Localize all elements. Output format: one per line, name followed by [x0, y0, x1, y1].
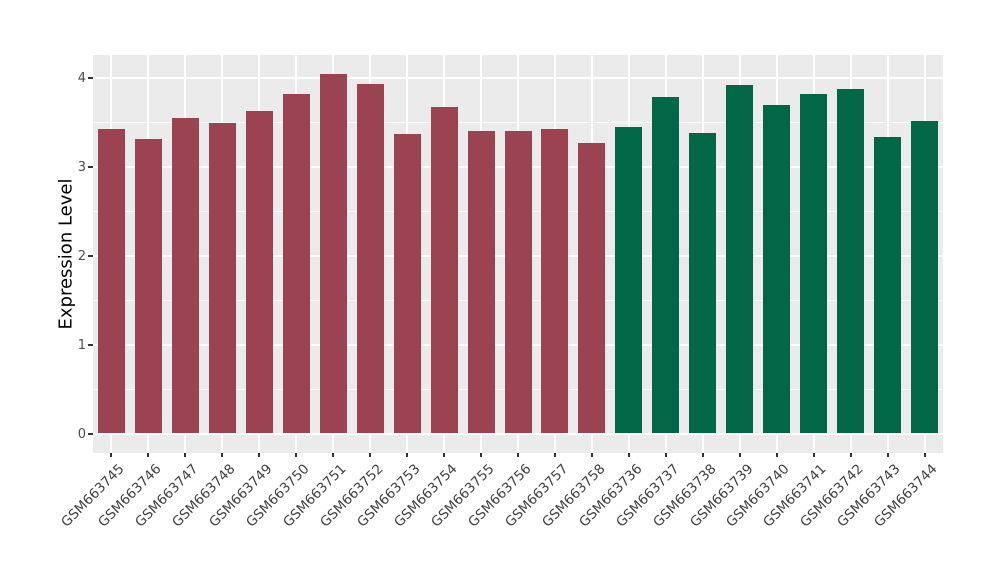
- x-tick-mark: [627, 453, 630, 457]
- bar: [430, 106, 458, 433]
- bar: [245, 111, 273, 433]
- x-tick-mark: [295, 453, 298, 457]
- y-tick-mark: [88, 76, 93, 79]
- y-tick-label: 4: [77, 70, 86, 86]
- x-tick-mark: [553, 453, 556, 457]
- x-tick-mark: [406, 453, 409, 457]
- bar: [97, 129, 125, 433]
- bar: [356, 83, 384, 433]
- y-tick-mark: [88, 165, 93, 168]
- bar: [615, 127, 643, 433]
- plot-panel: [93, 55, 943, 453]
- bar: [282, 94, 310, 433]
- x-tick-mark: [701, 453, 704, 457]
- x-tick-mark: [184, 453, 187, 457]
- x-tick-mark: [110, 453, 113, 457]
- bar: [652, 97, 680, 433]
- bar: [578, 142, 606, 433]
- bar: [837, 89, 865, 433]
- bar: [134, 138, 162, 433]
- bar: [319, 73, 347, 433]
- y-tick-label: 0: [77, 427, 86, 442]
- bar: [874, 137, 902, 433]
- bar: [800, 94, 828, 433]
- bar: [208, 122, 236, 433]
- bar: [504, 130, 532, 433]
- y-tick-mark: [88, 433, 93, 435]
- bar: [726, 84, 754, 433]
- bar: [689, 132, 717, 433]
- x-tick-mark: [775, 453, 778, 457]
- y-tick-mark: [88, 343, 93, 346]
- bar: [171, 117, 199, 433]
- y-tick-label: 1: [77, 337, 86, 353]
- x-tick-mark: [258, 453, 261, 457]
- x-tick-mark: [332, 453, 335, 457]
- x-tick-mark: [147, 453, 150, 457]
- x-tick-mark: [221, 453, 224, 457]
- x-tick-mark: [738, 453, 741, 457]
- x-tick-mark: [517, 453, 519, 457]
- x-tick-mark: [812, 453, 815, 457]
- y-tick-label: 2: [77, 248, 86, 264]
- y-tick-mark: [88, 254, 93, 257]
- x-tick-mark: [849, 453, 852, 457]
- x-tick-mark: [886, 453, 889, 457]
- bar: [393, 133, 421, 433]
- x-tick-mark: [664, 453, 667, 457]
- y-tick-label: 3: [77, 159, 86, 175]
- bar: [911, 121, 939, 433]
- bar: [541, 129, 569, 433]
- x-tick-mark: [590, 453, 593, 457]
- x-tick-mark: [923, 453, 926, 457]
- x-tick-mark: [480, 453, 483, 457]
- x-tick-mark: [369, 453, 372, 457]
- bar: [467, 130, 495, 433]
- x-tick-mark: [443, 453, 446, 457]
- bar: [763, 105, 791, 433]
